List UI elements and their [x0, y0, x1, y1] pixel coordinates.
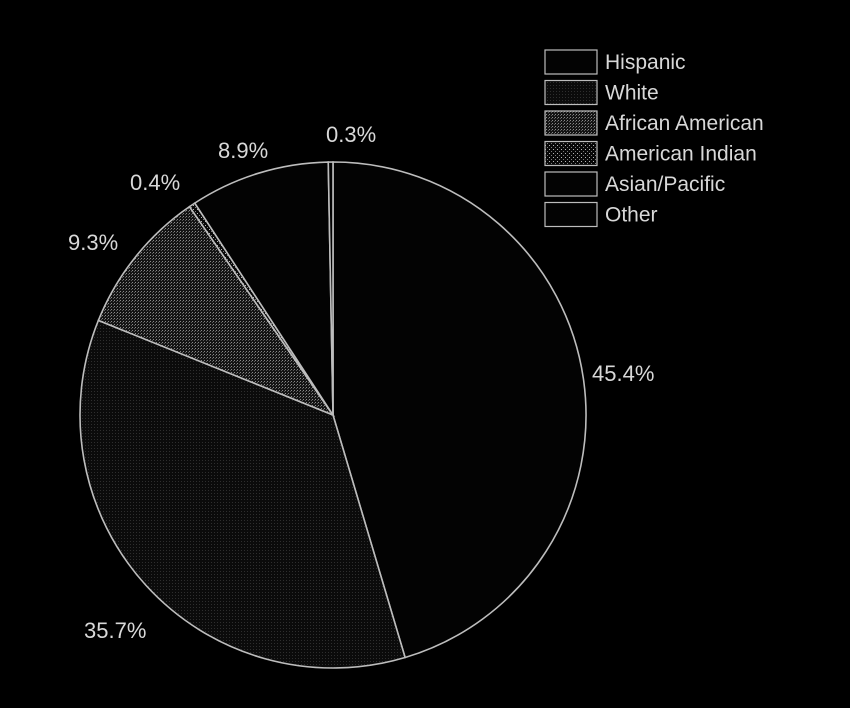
legend: Hispanic White African American American In… — [544, 49, 764, 228]
slice-value-label: 0.3% — [326, 122, 376, 147]
slice-value-label: 0.4% — [130, 170, 180, 195]
legend-entry-label: Other — [605, 204, 658, 227]
pie-slices — [79, 161, 587, 669]
legend-swatch — [544, 79, 598, 106]
pie-slice-white — [79, 319, 407, 669]
legend-swatch — [544, 49, 598, 75]
pie-slice-other — [327, 161, 334, 416]
legend-swatch — [544, 140, 598, 167]
legend-entry-label: African American — [605, 112, 764, 135]
pie-slice-african-american — [97, 205, 336, 417]
slice-value-label: 45.4% — [592, 361, 654, 386]
slice-value-label: 35.7% — [84, 618, 146, 643]
legend-entry-label: White — [605, 82, 659, 105]
legend-swatch — [544, 201, 598, 228]
pie-slice-asian-pacific — [193, 161, 334, 418]
pie-value-labels: 45.4% 35.7% 9.3% 0.4% 8.9% 0.3% — [68, 122, 654, 643]
legend-entry-label: Asian/Pacific — [605, 173, 725, 196]
legend-swatch — [544, 110, 598, 136]
legend-swatch — [544, 171, 598, 197]
slice-value-label: 9.3% — [68, 230, 118, 255]
legend-entry-label: American Indian — [605, 143, 757, 166]
legend-entry-label: Hispanic — [605, 51, 686, 74]
slice-value-label: 8.9% — [218, 138, 268, 163]
pie-slice-hispanic — [332, 161, 587, 659]
